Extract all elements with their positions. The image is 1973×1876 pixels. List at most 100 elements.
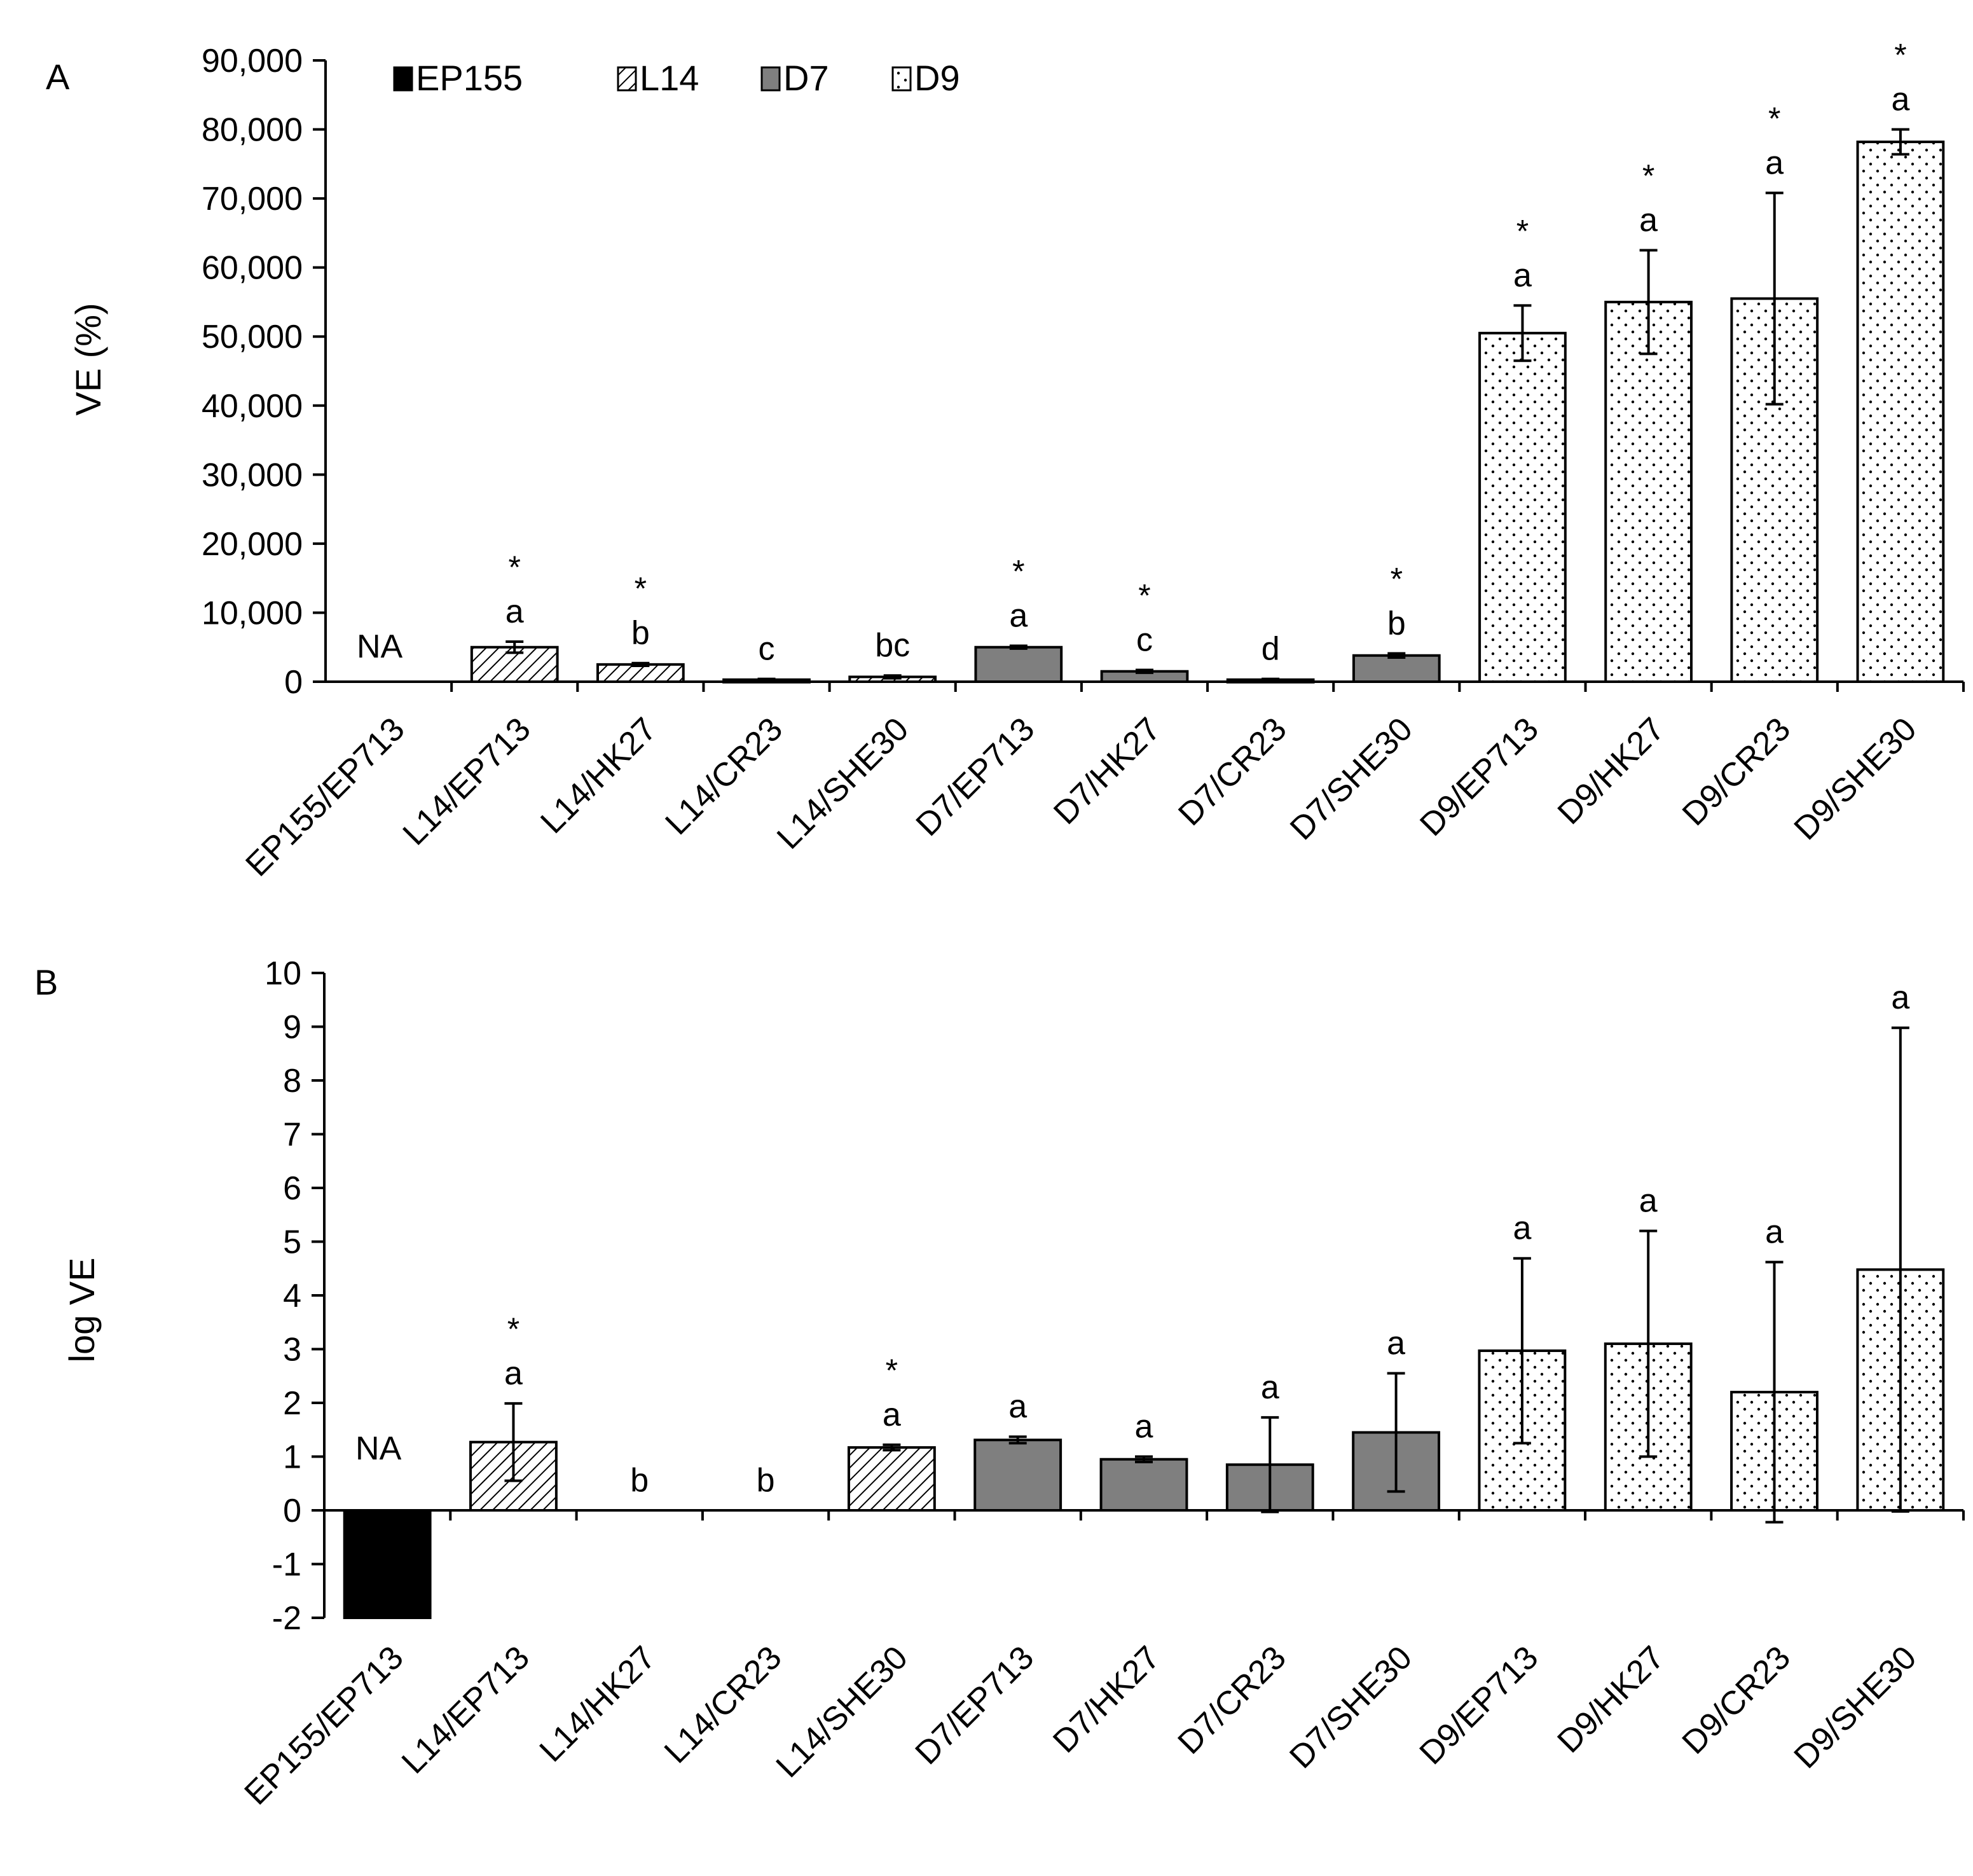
- panel-letter-b: B: [34, 962, 58, 1002]
- x-category-label: D7/EP713: [909, 710, 1042, 843]
- bar: [1856, 141, 1945, 683]
- x-category-label: L14/CR23: [658, 710, 790, 842]
- significance-letter: c: [759, 631, 775, 668]
- significance-letter: a: [1387, 1325, 1405, 1362]
- y-tick-label: -2: [272, 1600, 301, 1637]
- bar: [974, 645, 1063, 684]
- significance-letter: bc: [875, 627, 910, 664]
- significance-star: *: [635, 571, 647, 607]
- x-category-label: D9/EP713: [1413, 1639, 1546, 1772]
- significance-letter: a: [1261, 1369, 1279, 1406]
- panel-b-chart: -2 -1 0 1 2 3 4 5 6 7 8 9 10 NA EP155/EP713 a * L14/EP713…: [238, 955, 1965, 1812]
- na-note: NA: [355, 1430, 402, 1467]
- significance-letter: a: [1639, 1183, 1658, 1220]
- bar: [847, 1446, 936, 1512]
- x-category-label: L14/EP713: [396, 710, 538, 852]
- x-category-label: D9/CR23: [1675, 1639, 1798, 1761]
- x-category-label: D7/HK27: [1046, 1639, 1167, 1760]
- y-tick-label: -1: [272, 1547, 301, 1583]
- x-category-label: L14/SHE30: [769, 1639, 915, 1784]
- y-tick-label: 10,000: [202, 595, 303, 631]
- bar: [1099, 1458, 1188, 1512]
- legend-label-ep155: EP155: [416, 58, 523, 98]
- y-axis-title-b: log VE: [62, 1258, 102, 1363]
- y-tick-label: 60,000: [202, 250, 303, 287]
- y-tick-label: 80,000: [202, 112, 303, 149]
- y-tick-label: 20,000: [202, 526, 303, 563]
- y-tick-label: 0: [283, 1493, 301, 1529]
- x-category-label: D9/CR23: [1675, 710, 1798, 832]
- significance-letter: a: [1765, 144, 1784, 181]
- significance-star: *: [886, 1353, 898, 1388]
- bar: [343, 1509, 432, 1619]
- y-tick-label: 40,000: [202, 388, 303, 425]
- significance-star: *: [508, 549, 520, 585]
- y-tick-label: 10: [265, 955, 301, 992]
- x-category-label: D9/SHE30: [1787, 710, 1924, 847]
- legend-swatch-l14: [617, 66, 637, 92]
- bar: [973, 1438, 1062, 1512]
- y-tick-label: 1: [283, 1439, 301, 1476]
- significance-letter: a: [1513, 1210, 1531, 1247]
- significance-letter: a: [1891, 81, 1909, 118]
- significance-letter: a: [1639, 202, 1658, 239]
- legend-swatch-ep155: [393, 66, 413, 92]
- x-category-label: D7/SHE30: [1282, 1639, 1419, 1776]
- x-category-label: D9/HK27: [1551, 1639, 1672, 1760]
- y-axis-title-a: VE (%): [68, 303, 108, 415]
- x-category-label: D7/HK27: [1047, 710, 1167, 831]
- panel-letter-a: A: [46, 57, 70, 97]
- significance-letter: b: [1387, 605, 1406, 642]
- y-tick-label: 2: [283, 1385, 301, 1422]
- significance-letter: a: [1891, 979, 1909, 1016]
- significance-letter: b: [757, 1462, 775, 1499]
- x-category-label: D7/CR23: [1171, 710, 1293, 832]
- y-tick-label: 5: [283, 1224, 301, 1261]
- x-category-label: L14/HK27: [533, 1639, 663, 1769]
- x-category-label: L14/SHE30: [770, 710, 916, 856]
- x-category-label: L14/HK27: [533, 710, 664, 841]
- significance-letter: a: [1513, 257, 1532, 294]
- legend: EP155 L14 D7 D9: [393, 58, 960, 98]
- x-category-label: L14/CR23: [657, 1639, 789, 1770]
- x-category-label: L14/EP713: [395, 1639, 537, 1781]
- x-category-label: D9/HK27: [1551, 710, 1672, 831]
- legend-label-l14: L14: [640, 58, 699, 98]
- na-note: NA: [357, 628, 403, 665]
- significance-letter: a: [1135, 1409, 1153, 1445]
- significance-letter: d: [1261, 631, 1280, 668]
- significance-letter: c: [1136, 622, 1153, 659]
- x-category-label: EP155/EP713: [238, 1639, 411, 1812]
- bar: [1604, 300, 1693, 683]
- significance-star: *: [1768, 100, 1780, 136]
- legend-label-d9: D9: [914, 58, 960, 98]
- bar: [1352, 654, 1441, 684]
- significance-star: *: [1894, 38, 1906, 73]
- y-tick-label: 30,000: [202, 457, 303, 493]
- significance-letter: a: [1009, 598, 1028, 635]
- significance-star: *: [1642, 158, 1654, 194]
- y-tick-label: 3: [283, 1332, 301, 1369]
- significance-letter: b: [630, 1462, 649, 1499]
- significance-letter: a: [1008, 1388, 1027, 1425]
- y-tick-label: 7: [283, 1117, 301, 1154]
- x-category-label: D9/EP713: [1413, 710, 1546, 843]
- bar: [596, 663, 685, 683]
- significance-star: *: [1391, 561, 1403, 597]
- y-tick-label: 70,000: [202, 181, 303, 217]
- y-tick-label: 50,000: [202, 319, 303, 355]
- x-category-label: D7/EP713: [909, 1639, 1041, 1772]
- x-category-label: D7/CR23: [1171, 1639, 1293, 1761]
- significance-star: *: [1012, 554, 1024, 590]
- y-tick-label: 6: [283, 1170, 301, 1207]
- y-tick-label: 9: [283, 1009, 301, 1046]
- significance-letter: a: [505, 593, 524, 630]
- significance-star: *: [507, 1311, 519, 1347]
- x-category-label: D9/SHE30: [1787, 1639, 1924, 1776]
- y-tick-label: 8: [283, 1063, 301, 1100]
- bar: [1478, 331, 1567, 683]
- significance-letter: b: [631, 615, 650, 652]
- significance-letter: a: [1765, 1214, 1784, 1251]
- x-category-label: EP155/EP713: [239, 710, 412, 883]
